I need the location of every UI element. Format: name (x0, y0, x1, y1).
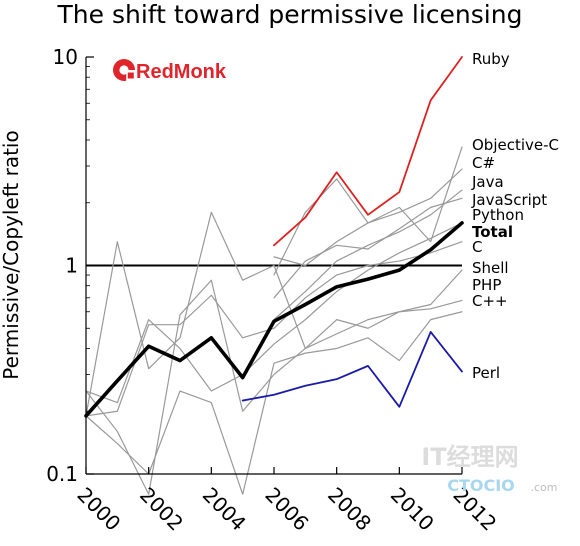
series-label-c-: C++ (472, 292, 508, 310)
y-axis-label: Permissive/Copyleft ratio (0, 130, 23, 379)
series-label-perl: Perl (472, 364, 500, 382)
series-line-c- (273, 168, 463, 267)
y-tick-label: 10 (53, 45, 78, 69)
watermark-line-2: CTOCIO (447, 476, 515, 495)
redmonk-logo: RedMonk (113, 59, 227, 83)
y-tick-label: 1 (65, 254, 78, 278)
series-layer (84, 56, 464, 495)
series-line-perl (241, 331, 463, 408)
series-line-java (273, 189, 463, 321)
chart-title: The shift toward permissive licensing (57, 0, 523, 29)
series-line-c (85, 241, 463, 417)
series-label-java: Java (471, 173, 504, 191)
series-line-php (85, 279, 463, 495)
logo-text: RedMonk (136, 61, 227, 83)
watermark-line-3: .com (531, 481, 558, 494)
series-label-total: Total (472, 223, 513, 241)
series-label-python: Python (472, 206, 524, 224)
series-label-layer: Ruby Objective-CC#JavaJavaScriptPythonTot… (471, 50, 559, 382)
series-line-javascript (273, 197, 463, 299)
series-label-javascript: JavaScript (471, 191, 547, 209)
series-label-ruby: Ruby (472, 50, 510, 68)
logo-mark-icon (113, 59, 135, 81)
y-tick-label: 0.1 (46, 462, 78, 486)
series-line-ruby (273, 56, 463, 247)
series-line-total (84, 221, 464, 418)
series-label-c: C (472, 238, 482, 256)
series-label-php: PHP (472, 276, 501, 294)
series-label-c-: C# (472, 154, 495, 172)
watermark: IT经理网 CTOCIO .com (421, 443, 557, 495)
series-label-objective-c: Objective-C (472, 136, 559, 154)
watermark-line-1: IT经理网 (421, 443, 518, 471)
series-label-shell: Shell (472, 259, 509, 277)
series-line-python (85, 222, 463, 404)
